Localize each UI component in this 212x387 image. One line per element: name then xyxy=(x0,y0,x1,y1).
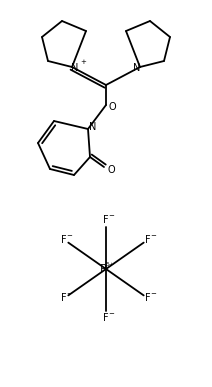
Text: −: − xyxy=(150,291,156,297)
Text: N: N xyxy=(133,63,141,73)
Text: −: − xyxy=(66,291,72,297)
Text: −: − xyxy=(150,233,156,239)
Text: P: P xyxy=(100,264,106,274)
Text: F: F xyxy=(145,293,151,303)
Text: F: F xyxy=(103,215,109,225)
Text: O: O xyxy=(107,165,115,175)
Text: −: − xyxy=(108,311,114,317)
Text: −: − xyxy=(108,213,114,219)
Text: N: N xyxy=(89,122,97,132)
Text: F: F xyxy=(145,235,151,245)
Text: N: N xyxy=(71,63,79,73)
Text: +: + xyxy=(80,59,86,65)
Text: F: F xyxy=(61,293,67,303)
Text: F: F xyxy=(61,235,67,245)
Text: O: O xyxy=(108,102,116,112)
Text: 5+: 5+ xyxy=(105,262,114,267)
Text: F: F xyxy=(103,313,109,323)
Text: −: − xyxy=(66,233,72,239)
